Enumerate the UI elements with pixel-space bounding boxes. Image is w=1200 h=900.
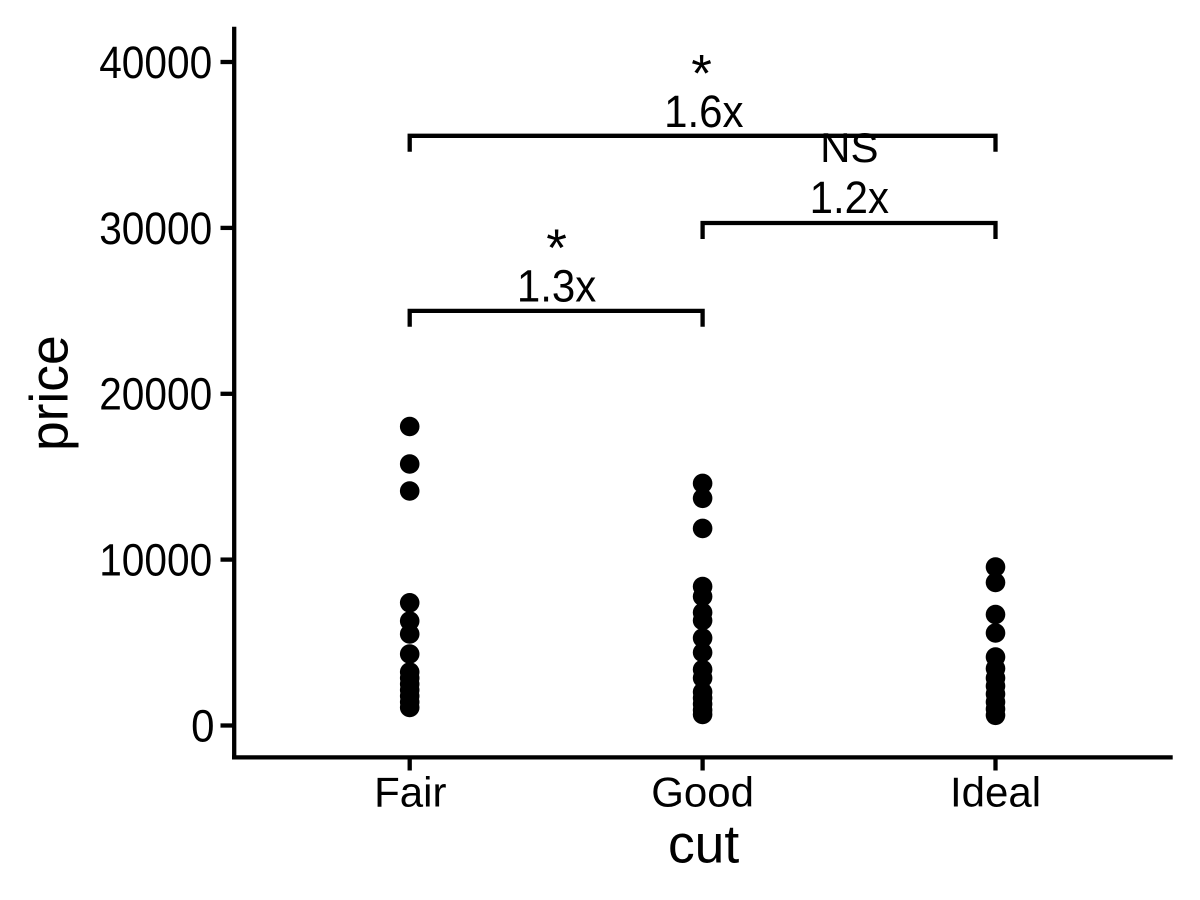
svg-text:*: *	[546, 219, 567, 278]
svg-text:40000: 40000	[99, 37, 212, 88]
svg-text:Ideal: Ideal	[950, 769, 1041, 816]
svg-text:Fair: Fair	[374, 769, 446, 816]
svg-text:0: 0	[191, 701, 214, 752]
svg-text:1.3x: 1.3x	[517, 262, 597, 312]
svg-text:*: *	[691, 44, 712, 103]
svg-text:cut: cut	[668, 815, 739, 874]
svg-text:30000: 30000	[99, 203, 212, 254]
svg-text:1.6x: 1.6x	[664, 88, 744, 138]
svg-text:20000: 20000	[99, 369, 212, 420]
svg-text:price: price	[21, 335, 80, 451]
svg-text:NS: NS	[820, 124, 878, 171]
svg-text:Good: Good	[651, 769, 754, 816]
svg-text:1.2x: 1.2x	[810, 174, 890, 224]
svg-text:10000: 10000	[99, 535, 212, 586]
